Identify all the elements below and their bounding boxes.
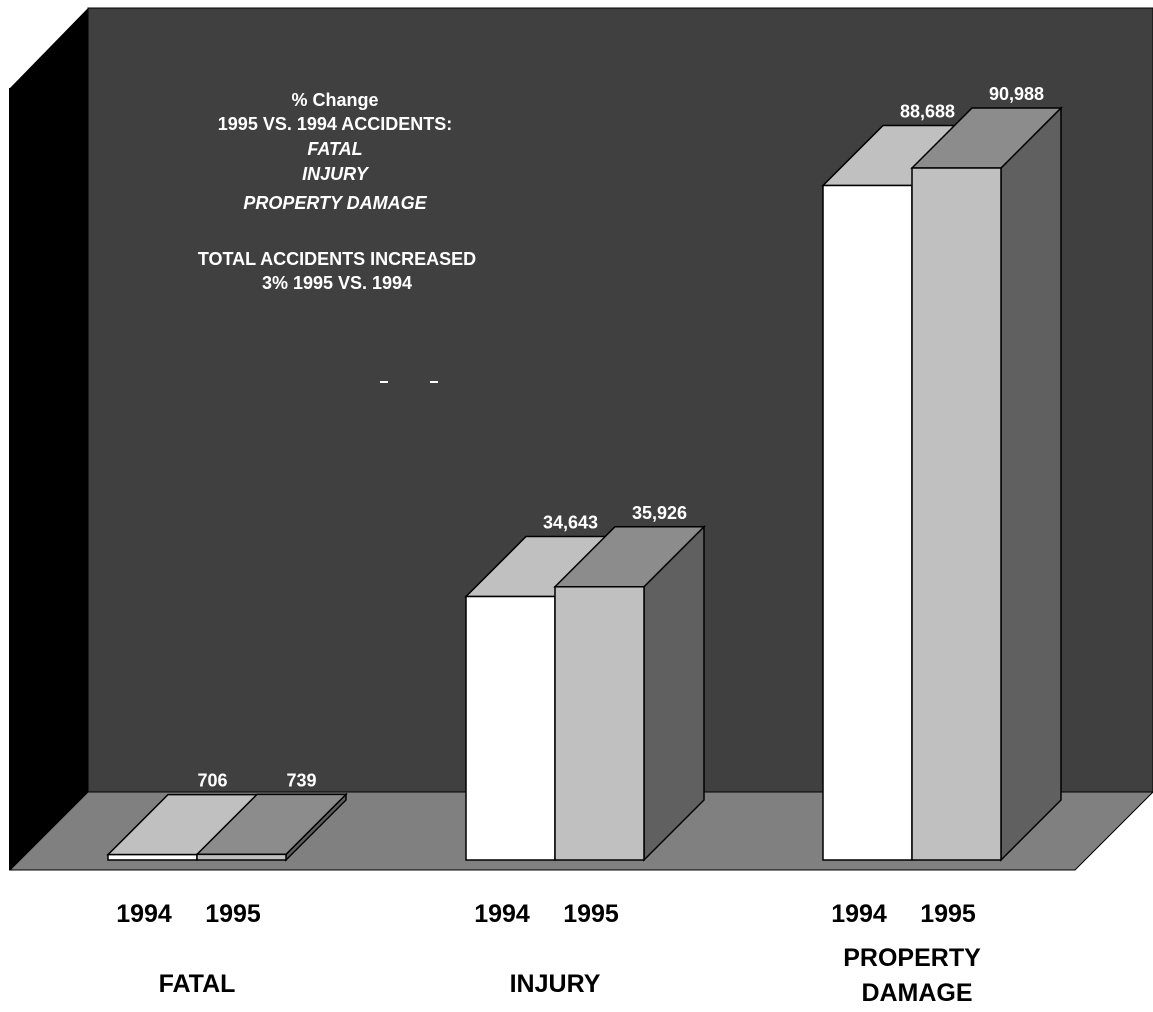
change-annotation: % Change 1995 VS. 1994 ACCIDENTS: FATAL … — [198, 90, 476, 383]
dash-mark-2 — [430, 381, 438, 383]
side-wall — [10, 8, 88, 870]
value-label-1995-injury: 35,926 — [632, 503, 687, 523]
dash-mark-1 — [380, 381, 388, 383]
category-label-property-damage-line-2: DAMAGE — [861, 979, 972, 1007]
year-label-1994-injury: 1994 — [474, 900, 530, 928]
category-label-fatal: FATAL — [159, 970, 236, 998]
bar-1995-property-damage — [911, 167, 1002, 861]
bar-1995-fatal — [196, 853, 287, 861]
category-label-property-damage-line-1: PROPERTY — [843, 944, 981, 972]
bars — [106, 106, 1063, 862]
bar-1995-injury — [554, 586, 645, 861]
bar-1994-property-damage — [822, 184, 913, 861]
value-labels: 706 739 34,643 35,926 88,688 90,988 — [197, 84, 1044, 791]
annotation-note-line-2: 3% 1995 VS. 1994 — [262, 273, 412, 293]
year-label-1994-property-damage: 1994 — [831, 900, 887, 928]
bar-1994-fatal — [107, 853, 198, 861]
annotation-title-line-2: 1995 VS. 1994 ACCIDENTS: — [218, 114, 452, 134]
year-label-1995-property-damage: 1995 — [920, 900, 976, 928]
year-label-1995-fatal: 1995 — [205, 900, 261, 928]
annotation-fatal: FATAL — [307, 139, 362, 159]
value-label-1994-injury: 34,643 — [543, 513, 598, 533]
annotation-title-line-1: % Change — [291, 90, 378, 110]
year-label-1995-injury: 1995 — [563, 900, 619, 928]
value-label-1995-property-damage: 90,988 — [989, 84, 1044, 104]
bar-1995-property-damage-side — [1000, 106, 1062, 862]
value-label-1995-fatal: 739 — [286, 770, 316, 790]
x-axis-labels: 1994 1995 FATAL 1994 1995 INJURY 1994 1995 PROPE… — [116, 900, 981, 1007]
value-label-1994-fatal: 706 — [197, 771, 227, 791]
value-label-1994-property-damage: 88,688 — [900, 101, 955, 121]
bar-1994-injury — [465, 595, 556, 861]
category-label-injury: INJURY — [510, 970, 601, 998]
annotation-note-line-1: TOTAL ACCIDENTS INCREASED — [198, 249, 476, 269]
annotation-injury: INJURY — [302, 164, 370, 184]
year-label-1994-fatal: 1994 — [116, 900, 172, 928]
annotation-property-damage: PROPERTY DAMAGE — [243, 193, 427, 213]
